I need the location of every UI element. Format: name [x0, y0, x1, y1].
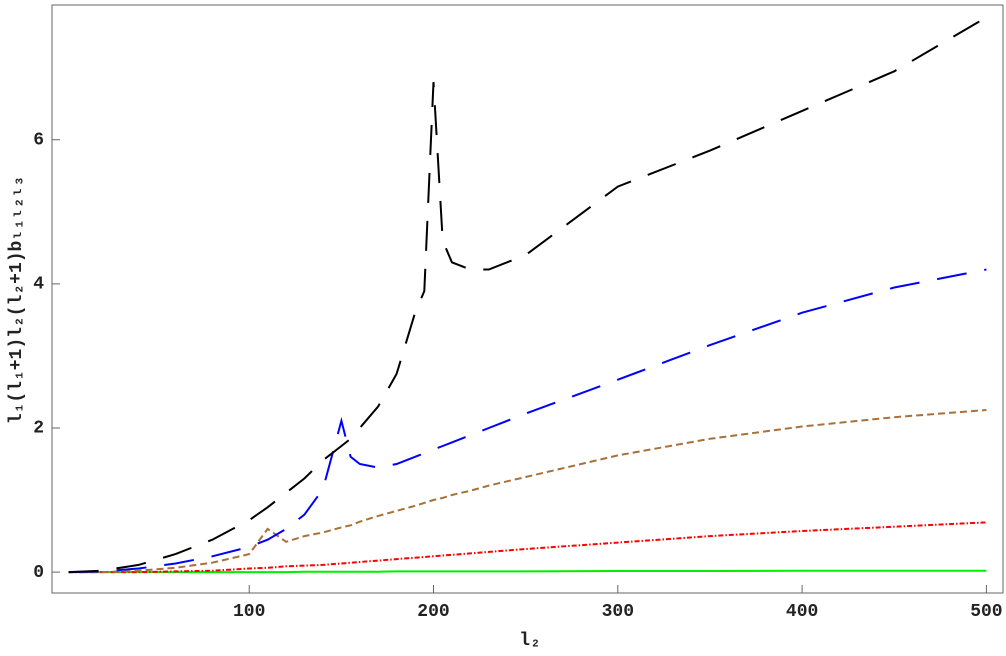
series-line — [68, 409, 987, 574]
y-tick-label: 0 — [33, 563, 44, 583]
series-line — [68, 16, 987, 574]
x-tick-label: 400 — [786, 602, 818, 622]
series-line — [68, 521, 987, 574]
plot-frame — [51, 4, 1004, 594]
x-tick-label: 300 — [602, 602, 634, 622]
x-tick-label: 500 — [970, 602, 1002, 622]
x-tick-label: 200 — [417, 602, 449, 622]
series-line — [68, 268, 987, 574]
y-tick-label: 4 — [33, 275, 44, 295]
y-axis-label: l₁(l₁+1)l₂(l₂+1)bₗ₁ₗ₂ₗ₃ — [7, 176, 27, 425]
x-tick-label: 100 — [233, 602, 265, 622]
y-tick-label: 2 — [33, 419, 44, 439]
y-tick-label: 6 — [33, 131, 44, 151]
x-axis-label: l₂ — [519, 631, 541, 651]
series-line — [68, 569, 987, 574]
